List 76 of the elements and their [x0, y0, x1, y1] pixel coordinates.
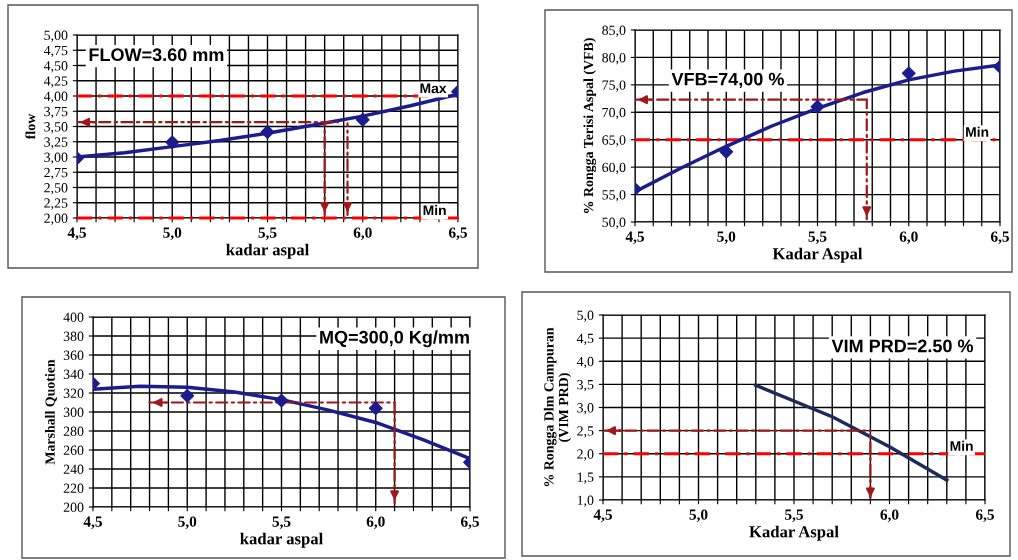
y-tick-label: 340	[63, 369, 84, 379]
y-tick-label: 5,00	[44, 30, 68, 42]
x-tick-label: 5,0	[163, 227, 182, 240]
y-tick-label: 4,25	[43, 76, 68, 88]
y-tick-label: 2,00	[44, 213, 68, 225]
annotation: VFB=74,00 %	[671, 72, 784, 89]
y-tick-label: 2,50	[44, 183, 68, 195]
ref-line-label: Max	[420, 83, 447, 94]
y-tick-label: 50,0	[602, 217, 626, 229]
y-tick-label: 3,50	[44, 122, 68, 134]
x-tick-label: 5,0	[178, 516, 197, 529]
y-tick-label: 3,25	[44, 137, 68, 149]
y-tick-label: 85,0	[602, 25, 626, 37]
y-tick-label: 280	[63, 426, 84, 436]
x-tick-label: 5,5	[785, 509, 803, 522]
y-tick-label: 220	[63, 483, 84, 493]
y-tick-label: 300	[63, 407, 84, 417]
y-tick-label: 70,0	[602, 107, 626, 120]
x-tick-label: 6,0	[899, 231, 918, 244]
ref-line-label: Min	[966, 126, 989, 137]
y-tick-label: 3,75	[44, 106, 68, 119]
x-tick-label: 6,0	[353, 227, 372, 240]
y-tick-label: 75,0	[602, 80, 626, 92]
x-tick-label: 6,0	[880, 509, 899, 522]
y-tick-label: 80,0	[602, 53, 626, 65]
y-tick-label: 1,5	[577, 472, 594, 484]
x-tick-label: 6,5	[975, 509, 994, 522]
y-tick-label: 240	[63, 464, 84, 474]
y-tick-label: 260	[63, 445, 84, 455]
y-tick-label: 65,0	[602, 135, 626, 147]
y-tick-label: 3,0	[577, 403, 594, 415]
y-tick-label: 360	[63, 350, 84, 360]
annotation: FLOW=3.60 mm	[89, 48, 224, 62]
x-tick-label: 6,5	[460, 516, 479, 529]
y-tick-label: 5,0	[577, 310, 594, 322]
y-tick-label: 320	[63, 388, 84, 398]
x-axis-title: Kadar Aspal	[749, 525, 839, 541]
x-tick-label: 6,0	[366, 516, 385, 529]
y-axis-title: % Rongga Dlm Campuran (VIM PRD)	[543, 327, 572, 487]
y-tick-label: 400	[63, 312, 84, 322]
y-tick-label: 4,00	[43, 91, 68, 103]
y-tick-label: 4,50	[43, 61, 68, 73]
y-tick-label: 55,0	[602, 190, 626, 202]
y-tick-label: 1,0	[577, 495, 594, 507]
y-tick-label: 4,5	[576, 333, 594, 346]
x-axis-title: kadar aspal	[226, 243, 309, 259]
x-tick-label: 5,5	[272, 516, 291, 529]
y-tick-label: 2,5	[577, 426, 594, 438]
annotation: VIM PRD=2.50 %	[831, 339, 974, 353]
y-tick-label: 2,75	[44, 167, 68, 180]
x-tick-label: 5,0	[717, 231, 736, 244]
y-tick-label: 2,25	[44, 198, 68, 210]
y-axis-title: % Rongga Terisi Aspal (VFB)	[583, 38, 597, 213]
y-axis-title: Marshall Quotien	[44, 359, 57, 465]
x-axis-title: kadar aspal	[240, 532, 323, 548]
y-tick-label: 60,0	[602, 162, 626, 175]
x-tick-label: 4,5	[83, 516, 102, 529]
y-tick-label: 3,00	[44, 152, 68, 164]
y-tick-label: 3,5	[577, 380, 594, 392]
y-tick-label: 2,0	[577, 449, 594, 461]
y-tick-label: 4,0	[576, 356, 594, 369]
y-tick-label: 4,75	[43, 45, 68, 58]
ref-line-label: Min	[950, 440, 973, 451]
ref-line-label: Min	[423, 205, 446, 216]
x-tick-label: 5,5	[258, 227, 277, 240]
x-axis-title: Kadar Aspal	[772, 247, 863, 263]
annotation: MQ=300,0 Kg/mm	[320, 330, 469, 348]
y-axis-title: flow	[25, 113, 36, 140]
y-tick-label: 200	[63, 502, 84, 512]
x-tick-label: 5,5	[808, 231, 827, 244]
x-tick-label: 6,5	[448, 227, 467, 240]
y-tick-label: 380	[63, 331, 84, 341]
x-tick-label: 4,5	[625, 231, 644, 244]
x-tick-label: 4,5	[593, 509, 612, 522]
x-tick-label: 5,0	[689, 509, 708, 522]
x-tick-label: 6,5	[990, 231, 1009, 244]
